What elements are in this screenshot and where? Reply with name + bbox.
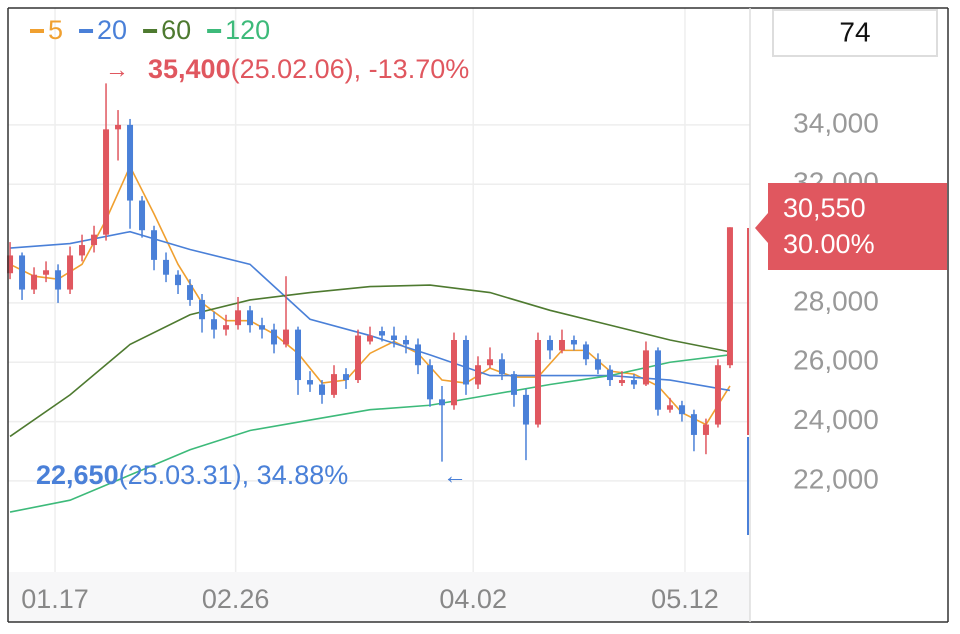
min-note: 22,650(25.03.31), 34.88% [36,460,348,490]
candle-body [187,285,194,300]
min-arrow: ← [443,462,467,489]
candle-body [331,374,338,395]
candle-body [235,310,242,326]
legend-label: 120 [225,15,270,45]
candle-body [666,405,673,410]
candle-body [367,335,374,342]
max-value: 35,400 [148,54,231,84]
candle-body [654,350,661,410]
legend-label: 60 [161,15,191,45]
candle-body [223,325,230,330]
candle-body [319,384,326,395]
candle-body [546,339,553,351]
candle-body [55,270,62,290]
x-tick-label: 01.17 [21,584,89,614]
legend-swatch [30,29,44,33]
moving-average-line [9,230,731,392]
y-tick-label: 22,000 [793,463,879,494]
candle-body [295,329,302,381]
max-arrow: → [105,56,129,83]
price-tag-price: 30,550 [783,193,866,223]
candle-body [690,414,697,435]
candle-body [43,270,50,275]
legend-label: 20 [97,15,127,45]
candle-body [283,329,290,345]
candle-body [678,405,685,415]
legend-swatch [207,29,222,33]
candle-body [390,335,397,340]
candle-body [343,374,350,381]
plot [7,83,733,513]
candle-body [462,339,469,385]
y-tick-label: 34,000 [793,107,879,138]
candle-body [31,274,38,290]
min-detail: (25.03.31), 34.88% [119,460,349,490]
candle-body [702,424,709,435]
candle-body [199,299,206,320]
candle-body [534,339,541,425]
candle-body [618,380,625,384]
candle-body [522,394,529,425]
max-note: 35,400(25.02.06), -13.70% [148,54,469,84]
candle-body [91,234,98,246]
candle-body [714,365,721,425]
candle-body [103,129,110,235]
candle-body [355,335,362,381]
legend-label: 5 [48,15,63,45]
price-tag-change: 30.00% [783,229,875,259]
candle-body [7,255,14,274]
min-value: 22,650 [36,460,119,490]
candle-body [582,344,589,360]
candle-body [247,310,254,326]
candle-body [630,380,637,385]
candle-body [163,259,170,275]
candle-body [486,359,493,366]
box-value: 74 [839,16,870,47]
candle-body [402,339,409,345]
candle-body [378,331,385,336]
candle-body [726,227,733,366]
x-tick-label: 05.12 [651,584,719,614]
candle-body [474,365,481,385]
x-tick-label: 04.02 [439,584,507,614]
candle-body [438,399,445,406]
legend-swatch [79,29,94,33]
x-tick-label: 02.26 [202,584,270,614]
candle-body [606,369,613,381]
candle-body [271,329,278,345]
legend: 5 20 60 120 [30,15,270,45]
candle-body [67,255,74,290]
candle-body [79,245,86,256]
y-tick-label: 26,000 [793,345,879,376]
candle-body [510,374,517,395]
y-tick-label: 24,000 [793,404,879,435]
candle-body [115,124,122,130]
candle-body [127,124,134,201]
moving-average-line [9,284,731,438]
candle-body [642,350,649,385]
candle-body [594,359,601,370]
candle-body [426,365,433,400]
candle-body [498,359,505,375]
candle-body [19,255,26,290]
y-tick-label: 28,000 [793,285,879,316]
candle-body [558,339,565,351]
legend-swatch [143,29,158,33]
candle-body [139,200,146,231]
candle-body [414,344,421,366]
candle-body [211,319,218,330]
candle-body [570,339,577,345]
candle-body [151,230,158,260]
x-axis-band [8,572,750,622]
price-tag [755,183,947,270]
candle-body [175,274,182,286]
candle-body [259,325,266,330]
value-box [772,9,938,57]
candle-body [450,339,457,406]
max-detail: (25.02.06), -13.70% [231,54,470,84]
candle-body [307,380,314,385]
